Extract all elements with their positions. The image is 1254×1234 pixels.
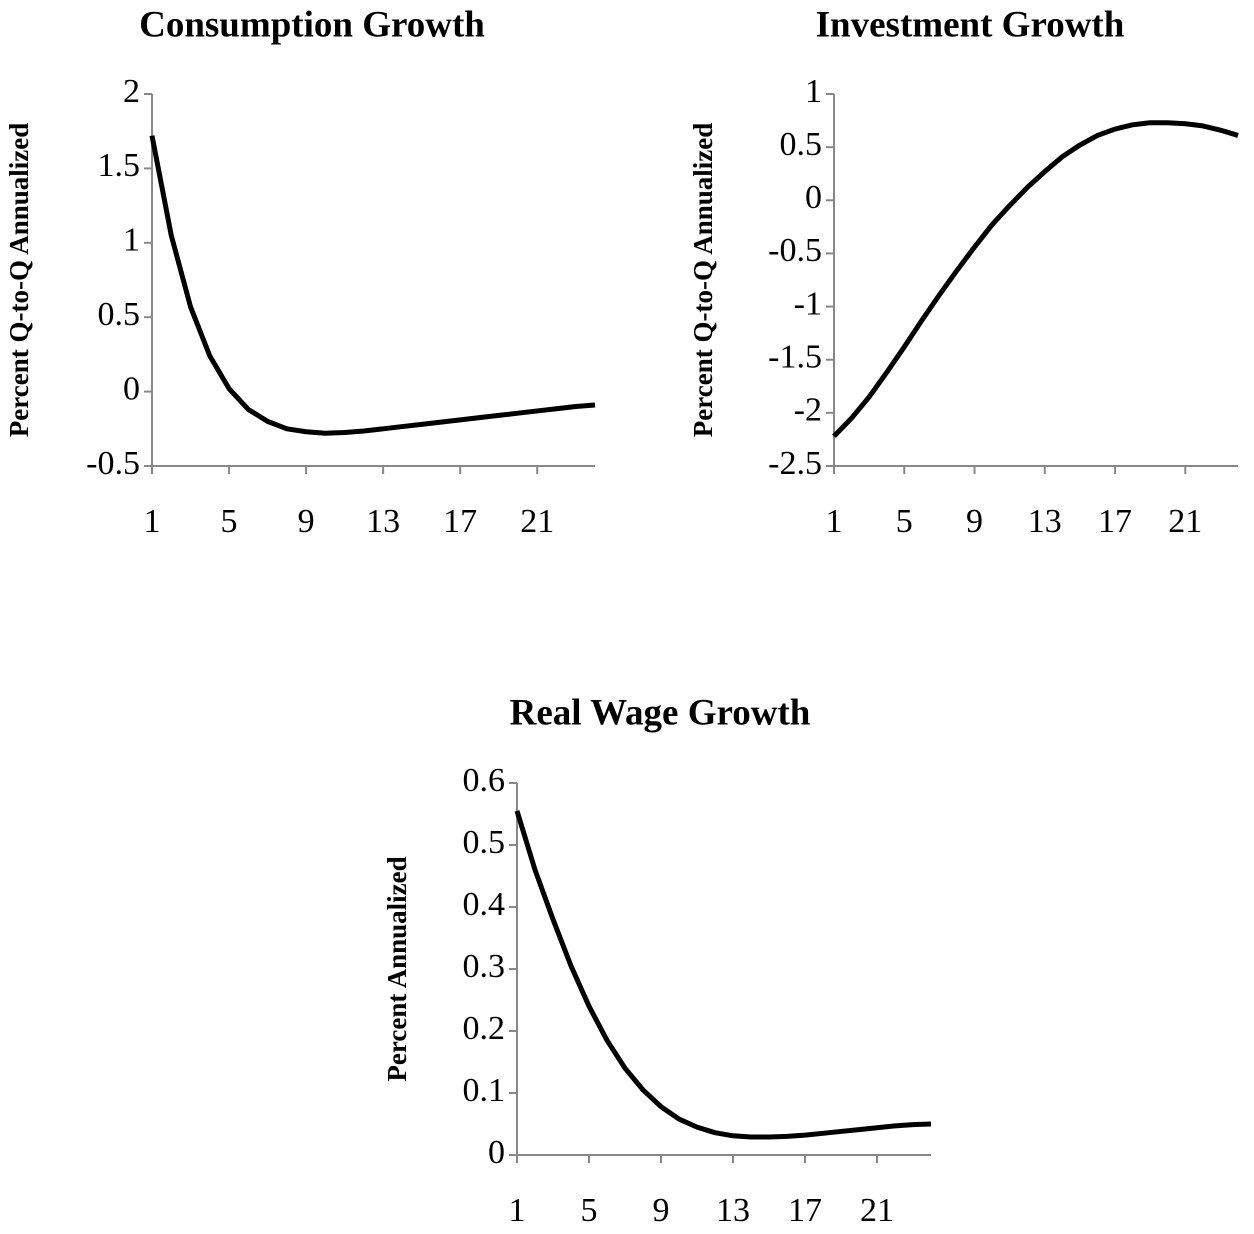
y-axis-label: Percent Annualized <box>382 856 412 1081</box>
x-tick-label: 13 <box>716 1192 750 1229</box>
x-tick-label: 9 <box>966 503 983 540</box>
y-axis-label: Percent Q-to-Q Annualized <box>4 123 34 437</box>
x-tick-label: 1 <box>509 1192 526 1229</box>
y-tick-label: -1 <box>794 285 822 322</box>
y-tick-label: -0.5 <box>768 232 822 269</box>
y-axis-label: Percent Q-to-Q Annualized <box>688 123 718 437</box>
x-tick-label: 5 <box>221 503 238 540</box>
chart-title: Investment Growth <box>816 4 1125 45</box>
x-tick-label: 1 <box>826 503 843 540</box>
x-tick-label: 5 <box>896 503 913 540</box>
y-tick-label: 1.5 <box>98 147 141 184</box>
y-tick-label: 1 <box>123 222 140 259</box>
line <box>832 120 1239 438</box>
y-tick-label: 2 <box>123 73 140 110</box>
y-tick-label: -1.5 <box>768 339 822 376</box>
y-tick-label: -0.5 <box>86 445 140 482</box>
y-tick-label: 0.5 <box>98 296 141 333</box>
x-tick-label: 17 <box>788 1192 822 1229</box>
x-tick-label: 17 <box>1098 503 1132 540</box>
line <box>149 135 596 436</box>
chart-title: Consumption Growth <box>139 4 485 45</box>
x-tick-label: 9 <box>298 503 315 540</box>
y-tick-label: -2.5 <box>768 445 822 482</box>
x-tick-label: 9 <box>653 1192 670 1229</box>
y-tick-label: 0.4 <box>463 886 506 923</box>
chart-title: Real Wage Growth <box>510 692 811 733</box>
y-tick-label: 0.3 <box>463 948 506 985</box>
x-tick-label: 17 <box>443 503 477 540</box>
x-tick-label: 1 <box>144 503 161 540</box>
x-tick-label: 21 <box>520 503 554 540</box>
x-tick-label: 13 <box>366 503 400 540</box>
x-tick-label: 21 <box>860 1192 894 1229</box>
y-tick-label: 0.5 <box>463 824 506 861</box>
y-tick-label: 0.6 <box>463 762 506 799</box>
y-tick-label: 1 <box>805 73 822 110</box>
y-tick-label: 0.1 <box>463 1072 506 1109</box>
y-tick-label: 0.2 <box>463 1010 506 1047</box>
x-tick-label: 13 <box>1028 503 1062 540</box>
y-tick-label: 0 <box>123 370 140 407</box>
y-tick-label: 0.5 <box>780 126 823 163</box>
y-tick-label: 0 <box>805 179 822 216</box>
x-tick-label: 21 <box>1168 503 1202 540</box>
y-tick-label: 0 <box>488 1134 505 1171</box>
line <box>514 810 932 1140</box>
x-tick-label: 5 <box>581 1192 598 1229</box>
y-tick-label: -2 <box>794 392 822 429</box>
